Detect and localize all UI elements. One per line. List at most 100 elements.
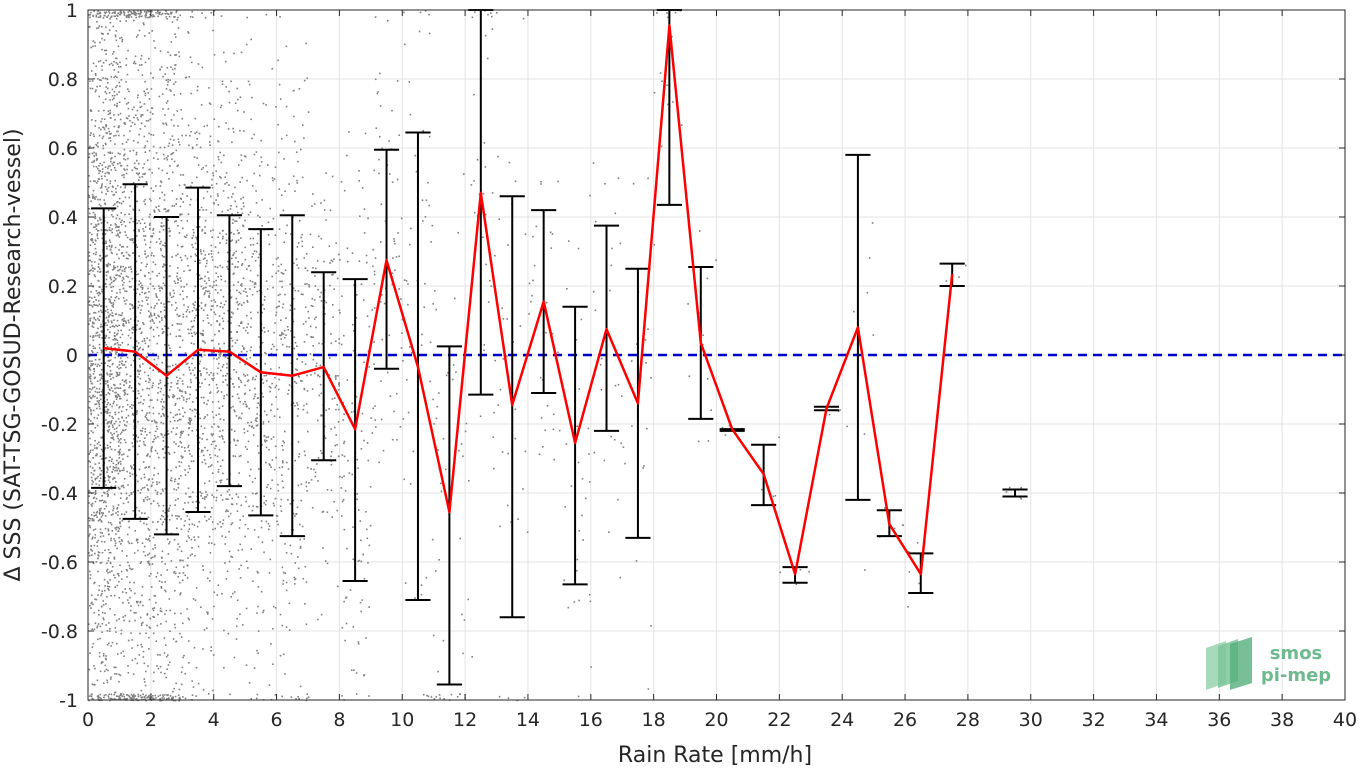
scatter-point <box>355 672 358 674</box>
scatter-point <box>181 213 183 216</box>
scatter-point <box>215 496 218 499</box>
scatter-point <box>91 336 94 339</box>
scatter-point <box>209 392 211 394</box>
scatter-point <box>97 539 100 542</box>
scatter-point <box>230 231 233 234</box>
scatter-point <box>97 237 99 240</box>
scatter-point <box>358 260 361 262</box>
scatter-point <box>110 594 112 597</box>
scatter-point <box>97 696 100 699</box>
scatter-point <box>402 418 405 420</box>
scatter-point <box>213 351 215 354</box>
scatter-point <box>193 536 195 538</box>
scatter-point <box>93 161 95 163</box>
scatter-point <box>162 331 165 333</box>
scatter-point <box>123 221 125 223</box>
scatter-point <box>201 228 204 231</box>
scatter-point <box>139 15 141 17</box>
scatter-point <box>212 440 214 443</box>
scatter-point <box>275 514 278 517</box>
scatter-point <box>353 284 355 286</box>
scatter-point <box>195 248 198 250</box>
scatter-point <box>173 292 176 295</box>
scatter-point <box>201 461 204 464</box>
scatter-point <box>165 655 168 658</box>
scatter-point <box>187 434 190 436</box>
scatter-point <box>178 572 181 574</box>
scatter-point <box>190 332 193 334</box>
scatter-point <box>462 455 464 457</box>
scatter-point <box>187 124 190 127</box>
scatter-point <box>119 398 121 400</box>
scatter-point <box>109 140 112 142</box>
scatter-point <box>109 403 111 406</box>
scatter-point <box>253 250 256 252</box>
scatter-point <box>243 301 245 304</box>
scatter-point <box>107 321 110 323</box>
scatter-point <box>177 369 180 371</box>
scatter-point <box>114 544 116 547</box>
scatter-point <box>103 670 106 673</box>
scatter-point <box>118 488 121 490</box>
scatter-point <box>109 182 111 185</box>
scatter-point <box>138 654 141 656</box>
scatter-point <box>179 559 181 561</box>
scatter-point <box>107 14 110 17</box>
scatter-point <box>137 94 139 96</box>
scatter-point <box>231 311 233 314</box>
scatter-point <box>127 672 130 674</box>
scatter-point <box>132 359 135 362</box>
scatter-point <box>163 637 166 639</box>
scatter-point <box>253 397 255 400</box>
scatter-point <box>137 693 139 696</box>
scatter-point <box>91 193 94 196</box>
scatter-point <box>276 520 278 523</box>
scatter-point <box>250 118 252 121</box>
scatter-point <box>172 152 175 154</box>
scatter-point <box>216 489 218 492</box>
scatter-point <box>255 250 258 253</box>
scatter-point <box>407 283 409 285</box>
scatter-point <box>148 552 151 555</box>
scatter-point <box>99 467 101 470</box>
scatter-point <box>88 296 91 298</box>
scatter-point <box>255 190 257 192</box>
scatter-point <box>108 421 111 423</box>
scatter-point <box>402 360 404 362</box>
scatter-point <box>281 343 284 346</box>
scatter-point <box>130 492 133 494</box>
scatter-point <box>93 515 95 517</box>
scatter-point <box>301 233 303 236</box>
scatter-point <box>108 137 110 139</box>
scatter-point <box>95 561 98 563</box>
scatter-point <box>254 387 256 390</box>
scatter-point <box>169 333 172 335</box>
scatter-point <box>134 62 137 65</box>
scatter-point <box>91 305 94 308</box>
scatter-point <box>345 622 348 625</box>
scatter-point <box>141 15 143 18</box>
scatter-point <box>96 397 98 399</box>
scatter-point <box>125 266 127 269</box>
scatter-point <box>189 423 191 425</box>
scatter-point <box>278 305 280 307</box>
scatter-point <box>112 507 115 510</box>
scatter-point <box>143 103 146 105</box>
scatter-point <box>117 114 120 116</box>
scatter-point <box>88 368 91 370</box>
scatter-point <box>139 401 142 404</box>
scatter-point <box>212 351 214 354</box>
scatter-point <box>172 696 174 699</box>
scatter-point <box>117 234 119 237</box>
scatter-point <box>148 377 150 380</box>
scatter-point <box>108 388 111 391</box>
scatter-point <box>218 407 221 409</box>
scatter-point <box>125 382 128 384</box>
scatter-point <box>112 285 114 288</box>
scatter-point <box>170 469 172 472</box>
scatter-point <box>98 513 101 515</box>
scatter-point <box>161 405 164 408</box>
scatter-point <box>162 265 165 268</box>
scatter-point <box>311 388 314 390</box>
